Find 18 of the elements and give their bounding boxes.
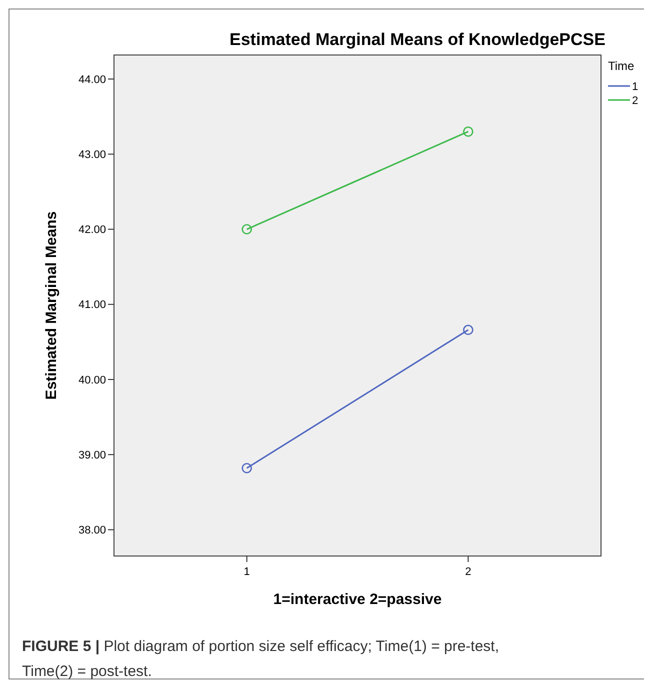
caption: FIGURE 5 | Plot diagram of portion size self efficacy; Time(1) = pre-test, Time(2) = post-test. [22, 638, 500, 680]
chart-title: Estimated Marginal Means of KnowledgePCSE [230, 30, 606, 49]
y-tick-label: 40.00 [78, 374, 106, 386]
y-tick-label: 43.00 [78, 149, 106, 161]
point [242, 462, 252, 474]
point [242, 224, 252, 234]
y-tick-label: 39.00 [78, 449, 106, 462]
point [463, 324, 474, 336]
legend-label: 2 [632, 94, 638, 107]
y-tick-label: 44.00 [78, 74, 106, 86]
y-tick-label: 42.00 [78, 224, 106, 236]
y-axis-title: Estimated Marginal Means [43, 211, 60, 400]
y-tick-label: 38.00 [78, 524, 106, 537]
legend-label: 1 [632, 80, 638, 93]
x-axis-title: 1=interactive 2=passive [273, 591, 442, 608]
y-tick-label: 41.00 [78, 299, 106, 312]
point [463, 126, 474, 137]
legend-title: Time [608, 59, 635, 73]
